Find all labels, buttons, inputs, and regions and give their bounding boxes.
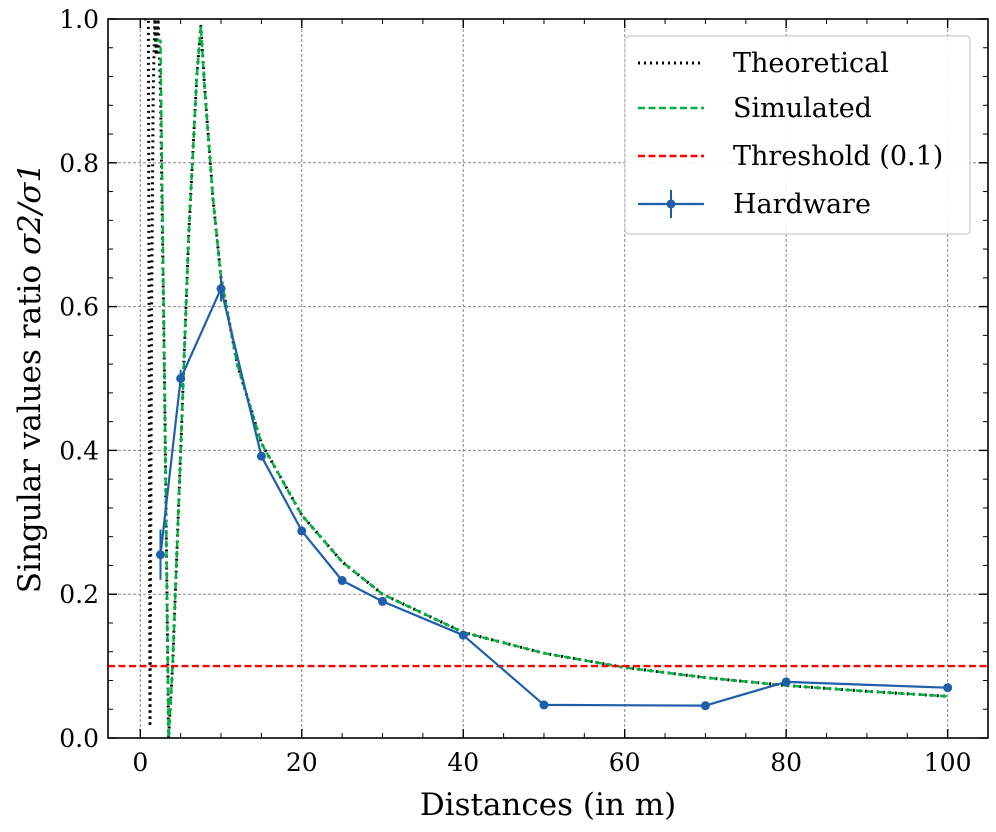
data-point [176,374,186,383]
y-axis-title-text: Singular values ratio [12,255,48,593]
data-point [781,677,791,687]
y-tick-label: 0.2 [59,580,99,609]
legend-box [624,35,971,235]
x-tick-label: 20 [286,748,318,777]
legend-entry-theoretical: Theoretical [638,48,889,79]
y-tick-label: 0.6 [59,293,99,322]
legend-label-hardware: Hardware [733,189,871,220]
x-tick-label: 0 [132,748,148,777]
series-simulated [156,25,948,738]
y-tick-label: 0.8 [59,149,99,178]
legend-swatch-hardware-marker [666,199,676,209]
y-tick-label: 0.4 [59,436,99,465]
y-tick-label: 1.0 [59,5,99,34]
data-point [256,451,266,461]
legend: Theoretical Simulated Threshold (0.1) Ha… [624,35,971,235]
data-point [377,596,387,606]
x-tick-label: 100 [924,748,972,777]
legend-entry-threshold: Threshold (0.1) [638,141,943,172]
tick-labels: 0 20 40 60 80 100 0.0 0.2 0.4 0.6 0.8 1.0 [59,5,971,777]
legend-entry-simulated: Simulated [638,93,872,124]
y-axis-title-math: σ2/σ1 [12,163,48,255]
y-tick-label: 0.0 [59,724,99,753]
plot-frame [107,18,989,739]
data-point [458,630,468,640]
legend-label-threshold: Threshold (0.1) [733,141,943,172]
legend-entry-hardware: Hardware [638,189,871,220]
data-point [539,700,549,710]
series-line-hardware [159,287,948,707]
data-point [297,526,307,536]
x-tick-label: 60 [609,748,641,777]
y-axis-title-group: Singular values ratio σ2/σ1 [12,163,48,593]
y-axis-title: Singular values ratio σ2/σ1 [12,163,48,593]
x-tick-label: 40 [447,748,479,777]
data-point [337,576,347,586]
series-line-simulated [156,25,948,738]
ticks [108,18,989,739]
series-layer [108,19,988,738]
x-axis-title: Distances (in m) [420,787,676,823]
legend-label-simulated: Simulated [733,93,872,124]
data-point [216,284,226,294]
x-tick-label: 80 [770,748,802,777]
data-point [155,550,165,560]
legend-label-theoretical: Theoretical [733,48,889,79]
data-point [943,683,953,693]
data-point [700,701,710,711]
series-hardware [155,275,953,711]
